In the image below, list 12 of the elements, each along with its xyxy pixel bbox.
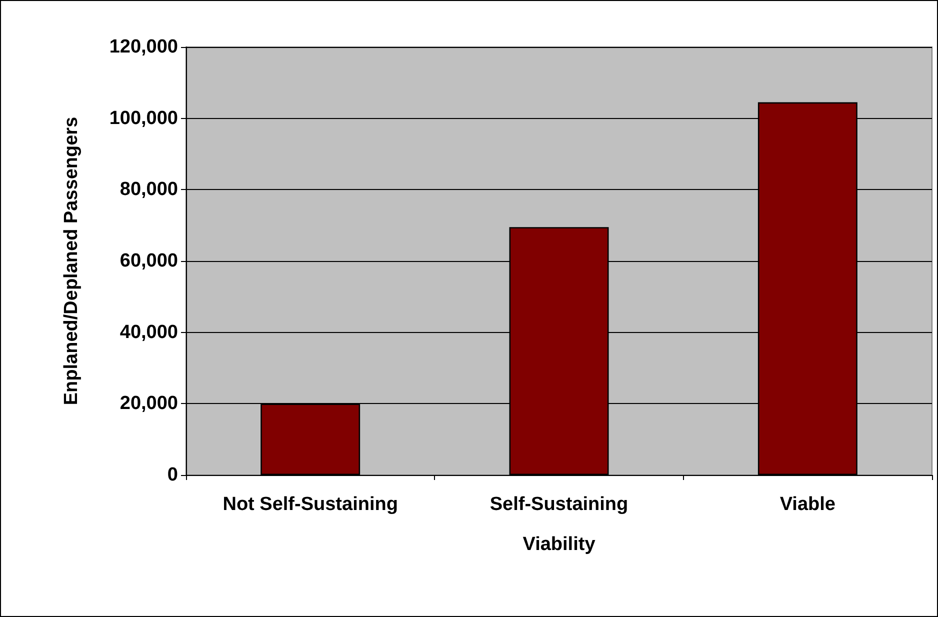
y-tick-label: 100,000 <box>109 108 178 129</box>
y-axis-title: Enplaned/Deplaned Passengers <box>61 116 82 406</box>
y-tick-label: 0 <box>167 464 178 486</box>
x-tick-label: Viable <box>780 494 836 515</box>
x-tick-label: Not Self-Sustaining <box>222 494 398 515</box>
y-tick-label: 20,000 <box>120 393 178 414</box>
y-tick-label: 80,000 <box>120 179 178 200</box>
y-tick-label: 60,000 <box>120 250 178 272</box>
x-axis-title: Viability <box>522 534 596 555</box>
x-tick-label: Self-Sustaining <box>490 494 628 515</box>
y-tick-label: 40,000 <box>120 322 178 343</box>
y-tick-label: 120,000 <box>109 36 178 58</box>
